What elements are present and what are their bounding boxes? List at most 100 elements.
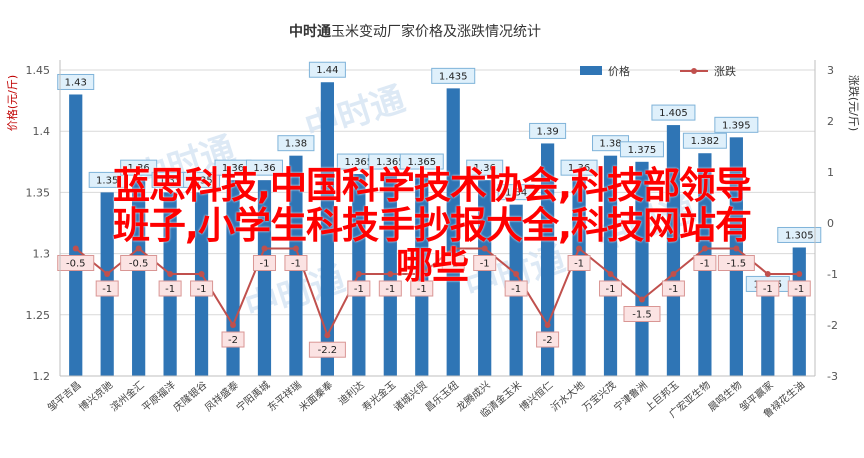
change-label-box: [95, 280, 119, 297]
change-label: -1: [794, 284, 804, 295]
change-point: [355, 271, 362, 277]
price-bar: [666, 125, 681, 376]
change-label-box: [347, 280, 371, 297]
y-right-tick-label: -1: [827, 268, 838, 281]
change-line: [72, 245, 803, 339]
change-label-box: [158, 280, 182, 297]
change-label-box: [536, 331, 560, 348]
change-point: [387, 271, 394, 277]
change-label-box: [623, 306, 661, 322]
price-bar: [446, 88, 460, 377]
change-label-box: [717, 255, 755, 271]
change-point: [135, 245, 142, 252]
change-point: [167, 271, 174, 277]
change-point: [198, 271, 205, 277]
price-label-box: [777, 226, 822, 243]
price-label: 1.382: [691, 136, 720, 147]
price-label: 1.36: [222, 163, 244, 174]
chart-title-text: 玉米变动厂家价格及涨跌情况统计: [331, 23, 541, 40]
change-point: [292, 245, 299, 252]
change-label: -1: [259, 259, 269, 270]
change-label-box: [441, 255, 465, 271]
price-bar: [257, 180, 272, 376]
price-label: 1.365: [345, 157, 374, 168]
change-point: [544, 322, 551, 328]
price-bar: [603, 155, 618, 376]
change-point: [104, 271, 111, 277]
change-label: -1: [574, 259, 584, 270]
price-label: 1.405: [659, 108, 688, 119]
change-label: -2: [228, 335, 238, 346]
change-label-box: [308, 341, 346, 358]
legend-bar-label: 价格: [608, 64, 630, 78]
change-label: -0.5: [66, 259, 86, 270]
price-label: 1.36: [474, 163, 496, 174]
change-label: -1: [511, 284, 521, 295]
change-label-box: [410, 280, 434, 297]
price-label: 1.35: [159, 175, 181, 186]
change-point: [733, 245, 740, 252]
change-point: [764, 271, 771, 277]
change-label: -1: [102, 284, 112, 295]
price-label: 1.44: [316, 65, 338, 76]
change-point: [450, 245, 457, 252]
price-label-box: [183, 171, 221, 188]
y-right-tick-label: 2: [827, 115, 834, 128]
change-label: -1: [700, 259, 710, 270]
price-label-box: [277, 135, 315, 152]
change-label-box: [378, 280, 402, 297]
change-label-box: [787, 280, 811, 297]
change-label: -1: [165, 284, 175, 295]
change-point: [230, 322, 237, 328]
price-label-box: [308, 61, 346, 78]
change-label: -1: [197, 284, 207, 295]
change-label: -2.2: [318, 345, 338, 356]
y-right-tick-label: 3: [827, 64, 834, 77]
legend-line-marker: [691, 68, 697, 74]
change-label-box: [57, 255, 95, 271]
change-point: [513, 271, 520, 277]
legend-bar-swatch: [580, 66, 602, 75]
change-label-box: [504, 280, 528, 297]
price-label-box: [245, 159, 283, 176]
chart-title: 中时通玉米变动厂家价格及涨跌情况统计: [289, 23, 541, 40]
legend: 价格 涨跌: [580, 64, 736, 78]
change-label: -1: [763, 284, 773, 295]
price-label: 1.365: [376, 157, 405, 168]
change-label: -1: [668, 284, 678, 295]
price-bar: [69, 94, 83, 376]
y-right-tick-label: -3: [827, 370, 838, 383]
change-label-box: [252, 255, 276, 271]
y-right-tick-label: 0: [827, 217, 834, 230]
price-label: 1.34: [505, 188, 527, 199]
price-bar: [132, 180, 146, 376]
price-label: 1.38: [599, 139, 621, 150]
price-label: 1.305: [785, 230, 814, 241]
change-label: -1: [354, 284, 364, 295]
y-right-tick-label: -2: [827, 319, 838, 332]
y-right-axis-title: 涨跌(元/斤): [847, 75, 861, 131]
y-left-tick-label: 1.45: [26, 64, 51, 77]
price-label: 1.36: [253, 163, 275, 174]
price-label-box: [529, 122, 567, 139]
change-point: [324, 332, 331, 339]
price-label: 1.35: [96, 175, 118, 186]
change-label-box: [599, 280, 623, 297]
price-label: 1.36: [568, 163, 590, 174]
change-label-box: [221, 331, 245, 348]
price-label-box: [497, 184, 535, 201]
price-label-box: [466, 159, 504, 176]
change-point: [261, 245, 268, 252]
price-bar: [320, 82, 335, 377]
change-label-box: [661, 280, 685, 297]
change-point: [418, 271, 425, 277]
change-label: -2: [543, 335, 553, 346]
change-label: -1: [385, 284, 395, 295]
change-label: -1.5: [727, 259, 747, 270]
price-label-box: [651, 104, 696, 121]
price-label: 1.375: [628, 145, 657, 156]
change-label-box: [284, 255, 308, 271]
price-label-box: [682, 132, 727, 149]
change-point: [481, 245, 488, 252]
